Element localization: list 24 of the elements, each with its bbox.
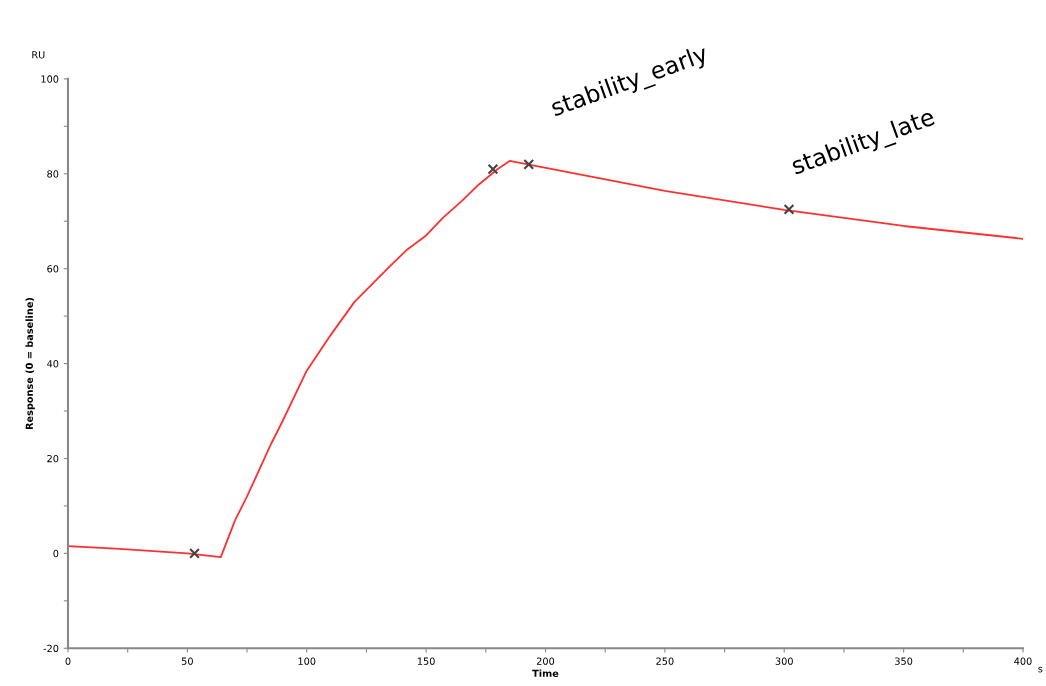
x-tick-label: 100 [298, 657, 316, 665]
y-tick-label: -20 [43, 644, 59, 653]
point [783, 203, 795, 215]
y-tick-label: 80 [47, 170, 59, 178]
y-tick-label: 40 [47, 360, 59, 368]
x-tick-label: 50 [181, 657, 193, 665]
x-tick-label: 200 [536, 657, 555, 665]
x-tick-label: 150 [417, 657, 435, 665]
point [487, 163, 499, 175]
y-axis-title: Response (0 = baseline) [25, 298, 35, 430]
point [523, 158, 535, 170]
y-tick-label: 60 [47, 265, 59, 273]
text: s [1038, 666, 1043, 673]
point [189, 547, 200, 559]
x-tick-label: 0 [65, 657, 71, 665]
text: RU [32, 51, 45, 59]
y-tick-label: 100 [41, 75, 59, 83]
y-tick-label: 20 [47, 454, 59, 463]
y-tick-label: 0 [53, 549, 59, 558]
x-tick-label: 250 [656, 657, 674, 665]
x-axis-title: Time [532, 669, 559, 678]
x-tick-label: 400 [1014, 657, 1032, 665]
x-tick-label: 350 [895, 657, 913, 665]
x-tick-label: 300 [775, 657, 793, 665]
